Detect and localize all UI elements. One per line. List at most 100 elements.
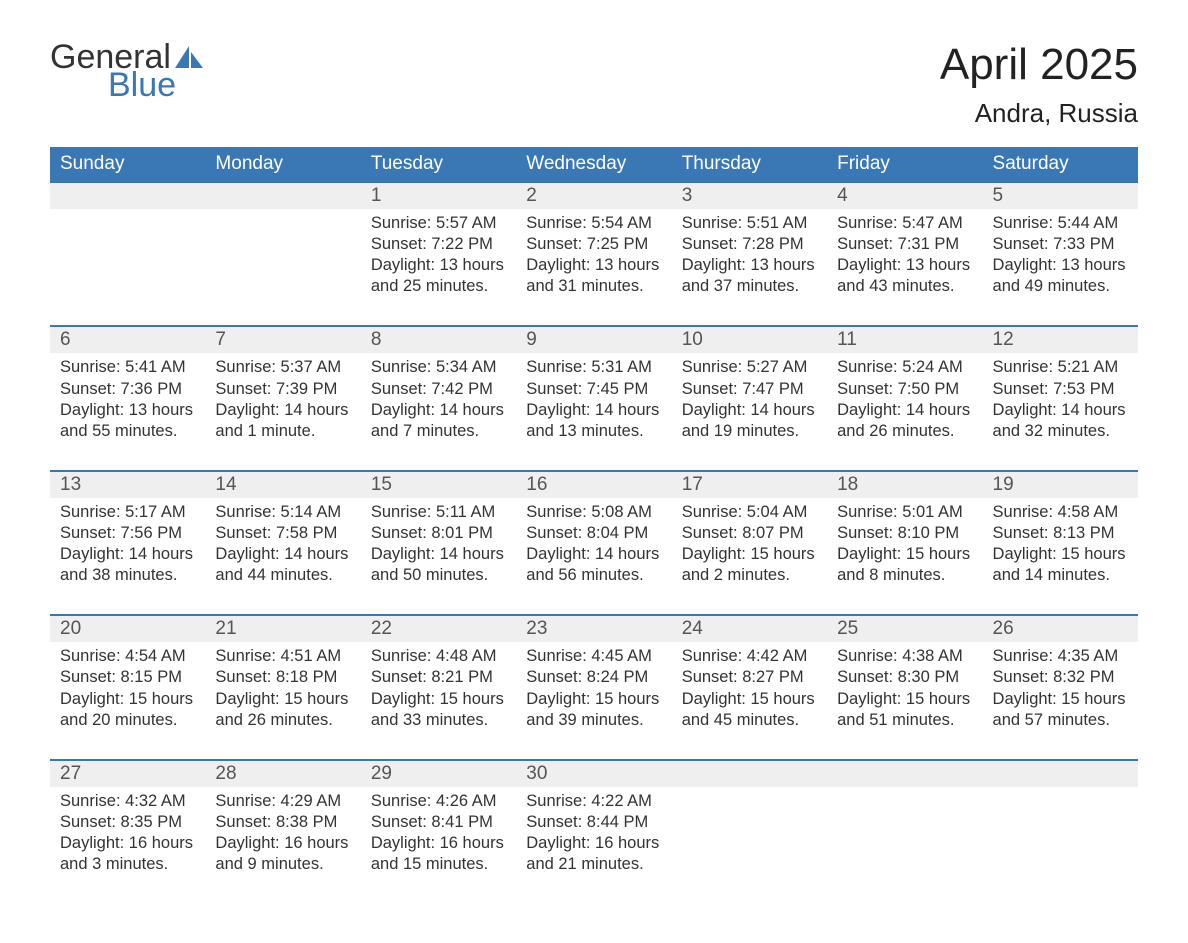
day2-text: and 26 minutes. [837, 421, 972, 442]
sunrise-text: Sunrise: 5:27 AM [682, 357, 817, 378]
sunset-text: Sunset: 7:33 PM [993, 234, 1128, 255]
day1-text: Daylight: 14 hours [60, 544, 195, 565]
day-data-cell: Sunrise: 5:34 AMSunset: 7:42 PMDaylight:… [361, 353, 516, 470]
day2-text: and 55 minutes. [60, 421, 195, 442]
day-data-cell: Sunrise: 4:38 AMSunset: 8:30 PMDaylight:… [827, 642, 982, 759]
day-number-cell: 22 [361, 615, 516, 642]
day-data-cell [983, 787, 1138, 903]
day-data-cell: Sunrise: 4:54 AMSunset: 8:15 PMDaylight:… [50, 642, 205, 759]
sunset-text: Sunset: 7:45 PM [526, 379, 661, 400]
day2-text: and 14 minutes. [993, 565, 1128, 586]
day-data-cell: Sunrise: 4:35 AMSunset: 8:32 PMDaylight:… [983, 642, 1138, 759]
sunrise-text: Sunrise: 5:57 AM [371, 213, 506, 234]
sunset-text: Sunset: 7:25 PM [526, 234, 661, 255]
sunset-text: Sunset: 7:42 PM [371, 379, 506, 400]
weekday-heading: Monday [205, 147, 360, 182]
sunset-text: Sunset: 8:24 PM [526, 667, 661, 688]
day-number-cell: 23 [516, 615, 671, 642]
day1-text: Daylight: 15 hours [526, 689, 661, 710]
day1-text: Daylight: 13 hours [526, 255, 661, 276]
sunset-text: Sunset: 8:18 PM [215, 667, 350, 688]
day-data-cell: Sunrise: 5:21 AMSunset: 7:53 PMDaylight:… [983, 353, 1138, 470]
day2-text: and 1 minute. [215, 421, 350, 442]
day1-text: Daylight: 14 hours [526, 400, 661, 421]
day2-text: and 7 minutes. [371, 421, 506, 442]
day2-text: and 44 minutes. [215, 565, 350, 586]
daynum-row: 13141516171819 [50, 471, 1138, 498]
day-data-cell: Sunrise: 5:27 AMSunset: 7:47 PMDaylight:… [672, 353, 827, 470]
day2-text: and 38 minutes. [60, 565, 195, 586]
calendar-body: 12345Sunrise: 5:57 AMSunset: 7:22 PMDayl… [50, 182, 1138, 903]
day-data-cell: Sunrise: 5:31 AMSunset: 7:45 PMDaylight:… [516, 353, 671, 470]
sunset-text: Sunset: 7:56 PM [60, 523, 195, 544]
day-number-cell [205, 182, 360, 209]
day-data-cell: Sunrise: 5:54 AMSunset: 7:25 PMDaylight:… [516, 209, 671, 326]
sunset-text: Sunset: 8:10 PM [837, 523, 972, 544]
sunset-text: Sunset: 8:13 PM [993, 523, 1128, 544]
day-number-cell [50, 182, 205, 209]
day-number-cell: 18 [827, 471, 982, 498]
page-title: April 2025 [940, 40, 1138, 90]
day1-text: Daylight: 13 hours [371, 255, 506, 276]
weekday-heading: Sunday [50, 147, 205, 182]
day-data-cell: Sunrise: 5:17 AMSunset: 7:56 PMDaylight:… [50, 498, 205, 615]
day-data-cell: Sunrise: 4:58 AMSunset: 8:13 PMDaylight:… [983, 498, 1138, 615]
day2-text: and 39 minutes. [526, 710, 661, 731]
day-data-cell: Sunrise: 5:51 AMSunset: 7:28 PMDaylight:… [672, 209, 827, 326]
day2-text: and 50 minutes. [371, 565, 506, 586]
day-data-cell: Sunrise: 5:01 AMSunset: 8:10 PMDaylight:… [827, 498, 982, 615]
sunrise-text: Sunrise: 5:08 AM [526, 502, 661, 523]
sunrise-text: Sunrise: 4:35 AM [993, 646, 1128, 667]
calendar-table: Sunday Monday Tuesday Wednesday Thursday… [50, 147, 1138, 903]
sunrise-text: Sunrise: 5:41 AM [60, 357, 195, 378]
sunrise-text: Sunrise: 4:48 AM [371, 646, 506, 667]
sunset-text: Sunset: 8:21 PM [371, 667, 506, 688]
day-number-cell [827, 760, 982, 787]
sunrise-text: Sunrise: 5:44 AM [993, 213, 1128, 234]
day-data-cell: Sunrise: 5:47 AMSunset: 7:31 PMDaylight:… [827, 209, 982, 326]
day-data-cell [672, 787, 827, 903]
sunset-text: Sunset: 8:30 PM [837, 667, 972, 688]
data-row: Sunrise: 4:54 AMSunset: 8:15 PMDaylight:… [50, 642, 1138, 759]
day-number-cell: 1 [361, 182, 516, 209]
sunset-text: Sunset: 8:44 PM [526, 812, 661, 833]
day-number-cell: 27 [50, 760, 205, 787]
day1-text: Daylight: 14 hours [371, 544, 506, 565]
sunset-text: Sunset: 8:38 PM [215, 812, 350, 833]
data-row: Sunrise: 5:57 AMSunset: 7:22 PMDaylight:… [50, 209, 1138, 326]
sunset-text: Sunset: 7:22 PM [371, 234, 506, 255]
sunrise-text: Sunrise: 4:58 AM [993, 502, 1128, 523]
sunset-text: Sunset: 7:28 PM [682, 234, 817, 255]
sunset-text: Sunset: 8:01 PM [371, 523, 506, 544]
day1-text: Daylight: 14 hours [837, 400, 972, 421]
day2-text: and 2 minutes. [682, 565, 817, 586]
sunrise-text: Sunrise: 5:01 AM [837, 502, 972, 523]
sunset-text: Sunset: 8:07 PM [682, 523, 817, 544]
day-data-cell: Sunrise: 5:41 AMSunset: 7:36 PMDaylight:… [50, 353, 205, 470]
sunset-text: Sunset: 8:27 PM [682, 667, 817, 688]
day-data-cell: Sunrise: 4:45 AMSunset: 8:24 PMDaylight:… [516, 642, 671, 759]
day2-text: and 33 minutes. [371, 710, 506, 731]
day-number-cell: 14 [205, 471, 360, 498]
calendar-header: Sunday Monday Tuesday Wednesday Thursday… [50, 147, 1138, 182]
sunset-text: Sunset: 8:35 PM [60, 812, 195, 833]
day-number-cell: 9 [516, 326, 671, 353]
sunrise-text: Sunrise: 5:11 AM [371, 502, 506, 523]
weekday-heading: Friday [827, 147, 982, 182]
day1-text: Daylight: 13 hours [60, 400, 195, 421]
day-data-cell: Sunrise: 5:24 AMSunset: 7:50 PMDaylight:… [827, 353, 982, 470]
day-data-cell: Sunrise: 5:11 AMSunset: 8:01 PMDaylight:… [361, 498, 516, 615]
day1-text: Daylight: 13 hours [682, 255, 817, 276]
sunrise-text: Sunrise: 4:32 AM [60, 791, 195, 812]
weekday-heading: Tuesday [361, 147, 516, 182]
day1-text: Daylight: 15 hours [215, 689, 350, 710]
day1-text: Daylight: 15 hours [993, 544, 1128, 565]
data-row: Sunrise: 5:41 AMSunset: 7:36 PMDaylight:… [50, 353, 1138, 470]
day1-text: Daylight: 14 hours [215, 400, 350, 421]
brand-text-2: Blue [108, 68, 205, 102]
day1-text: Daylight: 13 hours [837, 255, 972, 276]
day-number-cell: 3 [672, 182, 827, 209]
daynum-row: 27282930 [50, 760, 1138, 787]
day2-text: and 21 minutes. [526, 854, 661, 875]
day-data-cell: Sunrise: 4:22 AMSunset: 8:44 PMDaylight:… [516, 787, 671, 903]
